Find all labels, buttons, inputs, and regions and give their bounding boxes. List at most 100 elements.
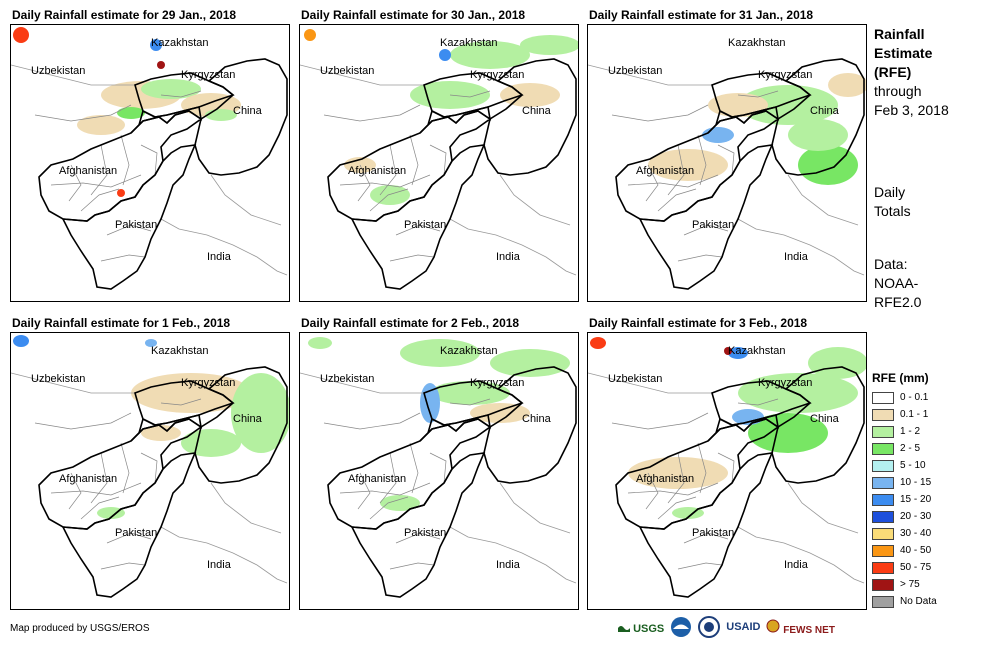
country-label-kazakhstan: Kazakhstan (151, 37, 209, 49)
rainfall-area (470, 403, 530, 423)
tajikistan-border (419, 106, 492, 134)
country-label-india: India (784, 251, 808, 263)
province-boundary (717, 452, 735, 484)
legend-item: 0.1 - 1 (872, 406, 937, 423)
rainfall-area (304, 29, 316, 41)
date-through: through Feb 3, 2018 (874, 82, 949, 120)
rainfall-area (13, 27, 29, 43)
province-boundary (357, 164, 371, 202)
china-border (771, 366, 865, 484)
china-border (194, 58, 288, 176)
map-frame: Kazakhstan Uzbekistan Kyrgyzstan China Afgha… (299, 24, 579, 302)
legend-swatch (872, 476, 894, 489)
province-boundary (357, 472, 371, 510)
province-boundary (737, 398, 779, 406)
province-boundary (120, 134, 130, 186)
country-label-pakistan: Pakistan (115, 527, 158, 539)
legend-swatch (872, 408, 894, 421)
panel-title: Daily Rainfall estimate for 1 Feb., 2018 (12, 316, 231, 330)
pakistan-border (350, 452, 486, 598)
country-label-uzbekistan: Uzbekistan (31, 373, 86, 385)
province-boundary (120, 442, 130, 494)
legend-swatch (872, 561, 894, 574)
totals-line: Daily (874, 184, 906, 200)
legend-swatch (872, 459, 894, 472)
usgs-wave-icon (618, 625, 630, 632)
legend-swatch (872, 442, 894, 455)
country-label-afghanistan: Afghanistan (636, 473, 695, 485)
noaa-logo-icon (671, 617, 692, 637)
rainfall-map-panel: Daily Rainfall estimate for 29 Jan., 201… (10, 8, 290, 308)
legend-label: 40 - 50 (900, 545, 932, 556)
rainfall-area (97, 507, 125, 519)
panel-title: Daily Rainfall estimate for 31 Jan., 201… (589, 8, 814, 22)
rainfall-area (13, 335, 29, 347)
province-boundary (379, 452, 397, 504)
totals-line: Totals (874, 203, 911, 219)
rainfall-area (648, 149, 728, 181)
country-label-kazakhstan: Kazakhstan (728, 37, 786, 49)
province-boundary (657, 496, 697, 520)
country-label-india: India (207, 559, 231, 571)
legend-swatch (872, 544, 894, 557)
rainfall-area (738, 373, 858, 413)
legend-swatch (872, 425, 894, 438)
country-boundary (737, 218, 865, 276)
province-boundary (611, 412, 709, 430)
province-boundary (389, 562, 435, 570)
province-boundary (379, 144, 397, 196)
usaid-logo: USAID (726, 621, 761, 633)
province-boundary (657, 188, 697, 212)
china-border (771, 58, 865, 176)
legend-label: 0.1 - 1 (900, 409, 929, 420)
legend-label: 50 - 75 (900, 562, 932, 573)
rainfall-area (728, 347, 748, 359)
rainfall-area (150, 39, 162, 51)
legend-item: 0 - 0.1 (872, 389, 937, 406)
pakistan-border (61, 144, 197, 290)
legend-swatch (872, 493, 894, 506)
province-boundary (80, 496, 120, 520)
country-boundary (499, 482, 571, 534)
rainfall-area (788, 119, 848, 151)
rainfall-area (117, 189, 125, 197)
country-label-kyrgyzstan: Kyrgyzstan (470, 377, 525, 389)
country-label-afghanistan: Afghanistan (59, 473, 118, 485)
province-boundary (369, 188, 409, 212)
legend-item: 50 - 75 (872, 559, 937, 576)
legend-label: 5 - 10 (900, 460, 926, 471)
rainfall-area (439, 49, 451, 61)
country-label-pakistan: Pakistan (692, 527, 735, 539)
title-line: (RFE) (874, 64, 912, 80)
country-label-china: China (810, 105, 839, 117)
country-label-pakistan: Pakistan (115, 219, 158, 231)
map-svg (588, 58, 866, 290)
country-boundary (787, 174, 859, 226)
rainfall-area (420, 383, 440, 423)
legend-label: 10 - 15 (900, 477, 932, 488)
province-boundary (106, 532, 152, 544)
pakistan-border (638, 452, 774, 598)
province-boundary (389, 254, 435, 262)
fewsnet-text: FEWS NET (783, 624, 835, 636)
province-boundary (395, 532, 441, 544)
rainfall-area (145, 339, 157, 347)
country-label-kyrgyzstan: Kyrgyzstan (181, 377, 236, 389)
map-svg (300, 337, 577, 598)
province-boundary (90, 452, 108, 504)
country-label-kazakhstan: Kazakhstan (440, 345, 498, 357)
province-boundary (677, 254, 723, 262)
through-line: Feb 3, 2018 (874, 102, 949, 118)
country-boundary (588, 372, 712, 394)
rainfall-area (828, 73, 866, 97)
country-boundary (210, 482, 282, 534)
legend-item: 2 - 5 (872, 440, 937, 457)
country-label-china: China (233, 413, 262, 425)
province-boundary (68, 164, 82, 202)
map-svg (300, 29, 578, 290)
province-boundary (339, 174, 431, 188)
province-boundary (645, 472, 659, 510)
pakistan-border (350, 144, 486, 290)
data-line: NOAA- (874, 275, 919, 291)
province-boundary (140, 144, 158, 176)
